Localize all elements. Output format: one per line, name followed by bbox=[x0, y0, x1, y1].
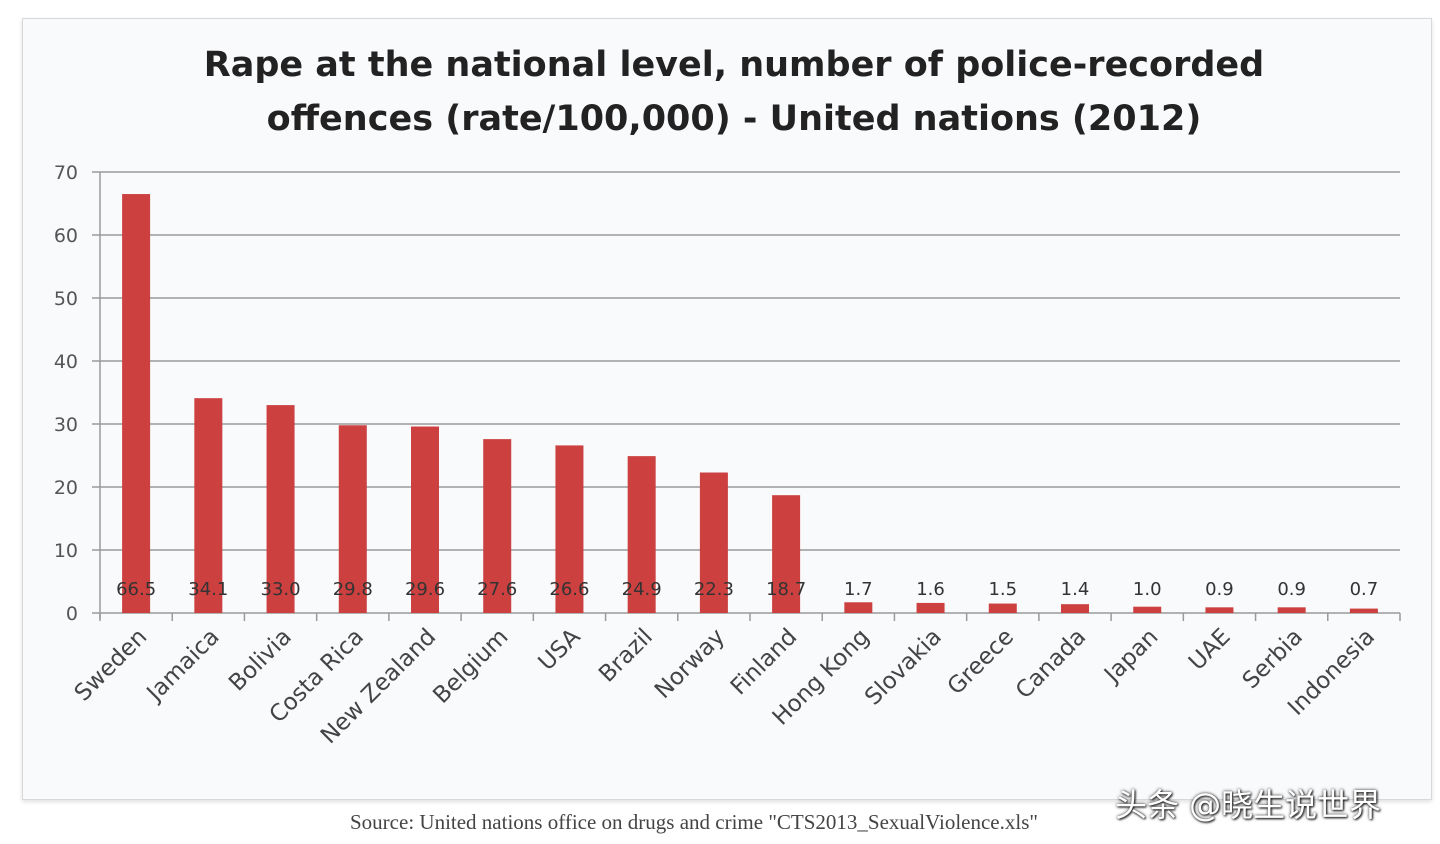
bar bbox=[844, 602, 873, 613]
x-tick-label: Slovakia bbox=[860, 624, 947, 711]
chart-title-line-1: Rape at the national level, number of po… bbox=[203, 45, 1265, 85]
data-label: 66.5 bbox=[116, 579, 156, 600]
bar bbox=[988, 603, 1017, 613]
x-tick-label: Japan bbox=[1098, 624, 1163, 689]
x-tick-label: Canada bbox=[1011, 624, 1091, 704]
bar bbox=[266, 405, 295, 613]
data-label: 29.8 bbox=[333, 579, 373, 600]
chart-title: Rape at the national level, number of po… bbox=[0, 38, 1440, 146]
bar bbox=[772, 495, 801, 613]
data-label: 22.3 bbox=[694, 579, 734, 600]
bar bbox=[122, 194, 151, 614]
data-label: 34.1 bbox=[188, 579, 228, 600]
x-tick-label: Serbia bbox=[1238, 624, 1308, 694]
bar bbox=[1349, 608, 1378, 613]
data-label: 27.6 bbox=[477, 579, 517, 600]
x-tick-label: Belgium bbox=[428, 624, 513, 709]
data-label: 26.6 bbox=[549, 579, 589, 600]
x-tick-label: USA bbox=[534, 624, 586, 676]
data-label: 1.4 bbox=[1061, 579, 1090, 600]
bar bbox=[1205, 607, 1234, 613]
watermark: 头条 @晓生说世界 bbox=[1115, 786, 1382, 824]
x-tick-label: Greece bbox=[943, 624, 1019, 700]
x-tick-label: Brazil bbox=[594, 624, 658, 688]
data-label: 24.9 bbox=[622, 579, 662, 600]
x-tick-label: Jamaica bbox=[141, 624, 225, 708]
x-tick-label: Bolivia bbox=[224, 624, 297, 697]
chart-title-line-2: offences (rate/100,000) - United nations… bbox=[266, 99, 1202, 139]
bar bbox=[916, 602, 945, 613]
y-tick-label: 60 bbox=[54, 225, 78, 247]
y-tick-label: 20 bbox=[54, 477, 78, 499]
data-label: 1.5 bbox=[988, 579, 1017, 600]
bar bbox=[483, 439, 512, 613]
bar bbox=[1277, 607, 1306, 613]
bar bbox=[627, 456, 656, 613]
bar bbox=[1133, 606, 1162, 613]
y-tick-label: 50 bbox=[54, 288, 78, 310]
y-tick-label: 40 bbox=[54, 351, 78, 373]
data-label: 0.9 bbox=[1277, 579, 1306, 600]
bar bbox=[1061, 604, 1089, 613]
data-label: 1.7 bbox=[844, 579, 873, 600]
source-note: Source: United nations office on drugs a… bbox=[350, 810, 1038, 834]
x-tick-label: UAE bbox=[1184, 624, 1236, 676]
x-tick-label: Norway bbox=[650, 624, 730, 704]
data-label: 1.6 bbox=[916, 579, 945, 600]
bar bbox=[699, 472, 728, 613]
chart-frame bbox=[22, 18, 1432, 800]
y-tick-label: 70 bbox=[54, 162, 78, 184]
data-label: 29.6 bbox=[405, 579, 445, 600]
data-label: 0.9 bbox=[1205, 579, 1234, 600]
x-tick-label: Sweden bbox=[70, 624, 153, 707]
bar bbox=[194, 398, 223, 613]
data-label: 0.7 bbox=[1350, 579, 1379, 600]
bar bbox=[411, 426, 439, 613]
data-label: 33.0 bbox=[261, 579, 301, 600]
data-label: 1.0 bbox=[1133, 579, 1162, 600]
data-label: 18.7 bbox=[766, 579, 806, 600]
bar bbox=[555, 445, 584, 613]
y-tick-label: 0 bbox=[66, 603, 78, 625]
y-tick-label: 10 bbox=[54, 540, 78, 562]
y-tick-label: 30 bbox=[54, 414, 78, 436]
bar bbox=[338, 425, 367, 613]
